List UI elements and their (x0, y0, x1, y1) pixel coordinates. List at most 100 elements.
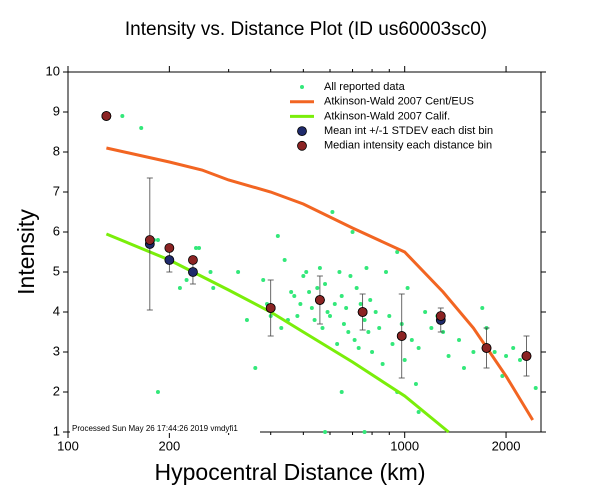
data-point (446, 354, 451, 358)
data-point (332, 302, 337, 306)
data-point (320, 326, 325, 330)
data-point (370, 350, 375, 354)
legend-label: Median intensity each distance bin (324, 140, 492, 152)
data-point (244, 318, 249, 322)
data-point (346, 330, 351, 334)
data-point (384, 270, 389, 274)
data-point (504, 354, 509, 358)
data-point (362, 318, 367, 322)
data-point (330, 210, 335, 214)
data-point (177, 286, 182, 290)
data-point (298, 302, 303, 306)
data-point (480, 306, 485, 310)
data-point (325, 310, 330, 314)
data-point (423, 310, 428, 314)
data-point (416, 346, 421, 350)
mean-point (164, 255, 175, 265)
y-tick-label: 1 (53, 423, 60, 438)
y-tick-label: 10 (46, 63, 60, 78)
legend-swatch (297, 126, 307, 137)
data-point (352, 338, 357, 342)
data-point (533, 386, 538, 390)
data-point (184, 278, 189, 282)
legend-label: Atkinson-Wald 2007 Cent/EUS (324, 96, 474, 108)
median-point (101, 111, 112, 121)
x-tick-label: 1000 (390, 438, 419, 453)
data-point (335, 342, 340, 346)
data-point (390, 342, 395, 346)
data-point (317, 266, 322, 270)
data-point (292, 294, 297, 298)
x-tick-label: 100 (57, 438, 79, 453)
data-point (492, 350, 497, 354)
data-point (211, 286, 216, 290)
data-point (339, 390, 344, 394)
data-point (295, 314, 300, 318)
data-point (301, 274, 306, 278)
data-point (279, 326, 284, 330)
data-point (337, 270, 342, 274)
data-point (236, 270, 241, 274)
legend-label: All reported data (324, 81, 406, 93)
annotation: Processed Sun May 26 17:44:26 2019 vmdyf… (72, 424, 238, 433)
data-point (377, 326, 382, 330)
median-point (481, 343, 492, 353)
data-point (323, 430, 328, 434)
data-point (354, 286, 359, 290)
data-point (356, 346, 361, 350)
y-tick-label: 6 (53, 223, 60, 238)
data-point (275, 234, 280, 238)
data-point (416, 410, 421, 414)
data-point (517, 358, 522, 362)
data-point (304, 270, 309, 274)
y-tick-label: 2 (53, 383, 60, 398)
mean-point (188, 267, 198, 277)
model-curve (106, 146, 534, 421)
data-point (327, 314, 332, 318)
y-tick-label: 4 (53, 303, 60, 318)
data-point (341, 322, 346, 326)
data-point (461, 366, 466, 370)
data-point (358, 302, 363, 306)
data-point (309, 306, 314, 310)
median-point (188, 255, 198, 265)
data-point (500, 374, 505, 378)
plot-frame (67, 71, 542, 433)
median-point (357, 307, 368, 317)
data-point (208, 270, 213, 274)
data-point (405, 286, 410, 290)
y-tick-label: 3 (53, 343, 60, 358)
data-point (471, 350, 476, 354)
y-axis-label: Intensity (13, 209, 39, 295)
data-point (364, 266, 369, 270)
x-axis-label: Hypocentral Distance (km) (155, 459, 426, 485)
median-point (521, 351, 532, 361)
data-point (409, 338, 414, 342)
y-tick-label: 7 (53, 183, 60, 198)
data-point (344, 306, 349, 310)
data-point (368, 298, 373, 302)
data-point (194, 246, 199, 250)
data-point (395, 250, 400, 254)
median-point (265, 303, 276, 313)
y-tick-label: 9 (53, 103, 60, 118)
data-point (139, 126, 144, 130)
median-point (435, 311, 446, 321)
data-point (155, 390, 160, 394)
data-point (362, 430, 367, 434)
data-point (457, 338, 462, 342)
x-tick-label: 2000 (492, 438, 521, 453)
data-point (380, 362, 385, 366)
data-point (348, 274, 353, 278)
data-point (197, 246, 202, 250)
data-point (289, 290, 294, 294)
data-point (511, 346, 516, 350)
data-point (282, 258, 287, 262)
data-point (387, 314, 392, 318)
data-point (261, 278, 266, 282)
chart-title: Intensity vs. Distance Plot (ID us60003s… (125, 19, 487, 40)
x-tick-label: 200 (159, 438, 181, 453)
data-point (350, 230, 355, 234)
legend-swatch (300, 85, 304, 89)
